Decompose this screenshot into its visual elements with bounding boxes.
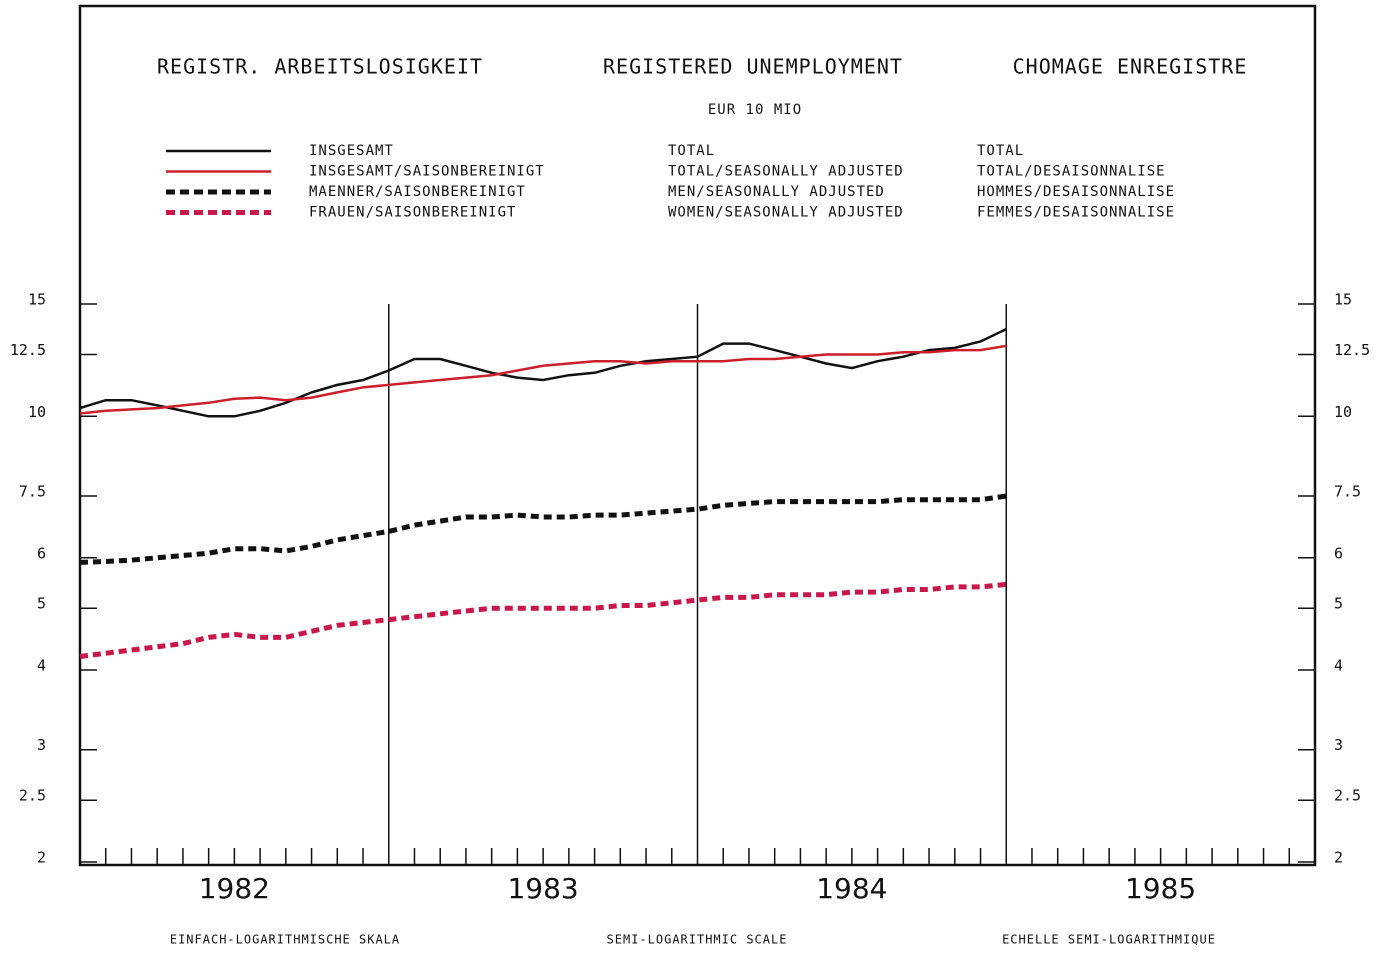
legend-label: TOTAL — [977, 143, 1024, 159]
y-tick-label: 2.5 — [19, 787, 46, 805]
legend-label: MEN/SEASONALLY ADJUSTED — [668, 184, 885, 200]
legend-label: MAENNER/SAISONBEREINIGT — [309, 184, 526, 200]
legend-label: INSGESAMT — [309, 143, 394, 159]
y2-tick-label: 6 — [1334, 544, 1343, 562]
footer-text: EINFACH-LOGARITHMISCHE SKALA — [170, 933, 400, 947]
y-tick-label: 7.5 — [19, 482, 46, 500]
y-tick-label: 6 — [37, 544, 46, 562]
y2-tick-label: 2.5 — [1334, 787, 1361, 805]
y-tick-label: 2 — [37, 849, 46, 867]
y2-tick-label: 2 — [1334, 849, 1343, 867]
y2-tick-label: 5 — [1334, 595, 1343, 613]
legend-label: TOTAL/DESAISONNALISE — [977, 164, 1166, 180]
series-line — [79, 327, 1007, 418]
footer-text: SEMI-LOGARITHMIC SCALE — [607, 933, 788, 947]
chart-title: REGISTERED UNEMPLOYMENT — [603, 55, 903, 79]
y2-tick-label: 7.5 — [1334, 482, 1361, 500]
y2-tick-label: 12.5 — [1334, 341, 1370, 359]
x-tick-label: 1982 — [199, 872, 270, 905]
x-tick-label: 1983 — [507, 872, 578, 905]
y2-tick-label: 3 — [1334, 736, 1343, 754]
series-line — [79, 581, 1007, 659]
y2-tick-label: 10 — [1334, 403, 1352, 421]
chart-subtitle: EUR 10 MIO — [708, 102, 802, 118]
y-tick-label: 15 — [28, 291, 46, 309]
legend-label: INSGESAMT/SAISONBEREINIGT — [309, 164, 545, 180]
legend-label: HOMMES/DESAISONNALISE — [977, 184, 1175, 200]
series-line — [79, 344, 1007, 415]
chart-title: REGISTR. ARBEITSLOSIGKEIT — [157, 55, 483, 79]
legend-label: TOTAL/SEASONALLY ADJUSTED — [668, 164, 904, 180]
legend-label: WOMEN/SEASONALLY ADJUSTED — [668, 205, 904, 221]
y2-tick-label: 15 — [1334, 291, 1352, 309]
y-tick-label: 4 — [37, 657, 46, 675]
x-tick-label: 1984 — [816, 872, 887, 905]
y-tick-label: 10 — [28, 403, 46, 421]
y2-tick-label: 4 — [1334, 657, 1343, 675]
y-tick-label: 12.5 — [10, 341, 46, 359]
y-tick-label: 3 — [37, 736, 46, 754]
footer-text: ECHELLE SEMI-LOGARITHMIQUE — [1002, 933, 1216, 947]
y-tick-label: 5 — [37, 595, 46, 613]
legend-label: FRAUEN/SAISONBEREINIGT — [309, 205, 516, 221]
series-line — [79, 493, 1007, 565]
legend-label: FEMMES/DESAISONNALISE — [977, 205, 1175, 221]
chart-title: CHOMAGE ENREGISTRE — [1013, 55, 1248, 79]
legend-label: TOTAL — [668, 143, 715, 159]
x-tick-label: 1985 — [1125, 872, 1196, 905]
